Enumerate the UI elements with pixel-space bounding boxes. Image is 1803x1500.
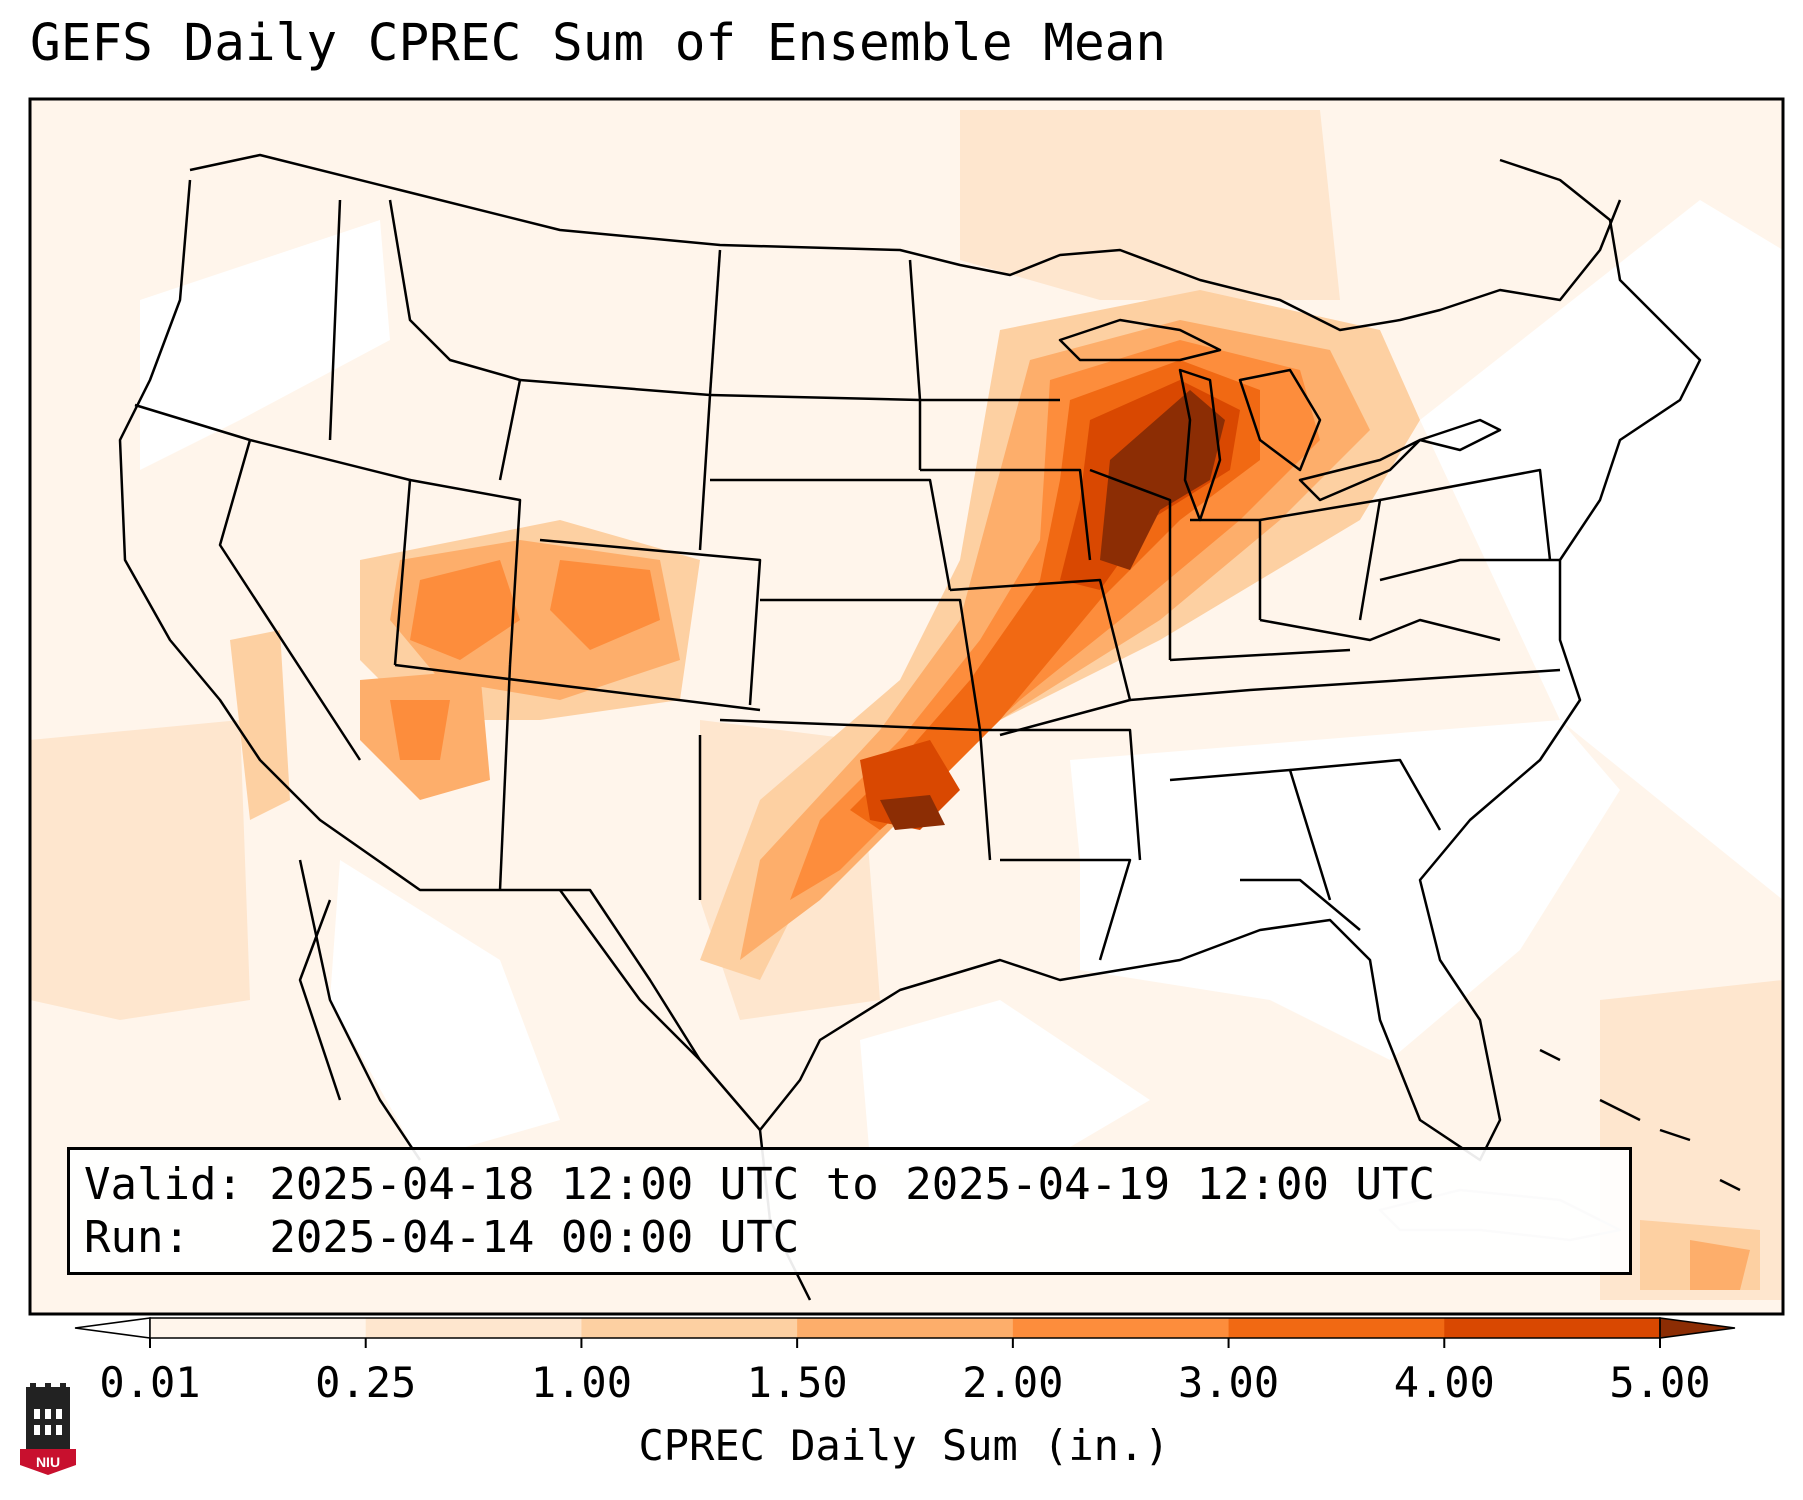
colorbar-label: CPREC Daily Sum (in.) (638, 1421, 1170, 1470)
map-content (30, 99, 1783, 1314)
colorbar-segment (1228, 1318, 1445, 1338)
colorbar-segment (581, 1318, 798, 1338)
colorbar-tick-label: 0.25 (315, 1358, 417, 1407)
colorbar (74, 1317, 1736, 1348)
colorbar-tick-label: 2.00 (962, 1358, 1064, 1407)
colorbar-segment (797, 1318, 1014, 1338)
colorbar-tick-label: 5.00 (1609, 1358, 1711, 1407)
valid-time-text: Valid: 2025-04-18 12:00 UTC to 2025-04-1… (84, 1159, 1436, 1210)
colorbar-segment (150, 1318, 367, 1338)
niu-logo: NIU (20, 1383, 76, 1475)
colorbar-extend-max (1659, 1317, 1736, 1339)
logo-building-icon (26, 1387, 70, 1453)
colorbar-extend-min (74, 1317, 151, 1339)
info-box: Valid: 2025-04-18 12:00 UTC to 2025-04-1… (67, 1147, 1632, 1275)
map-frame (28, 97, 1785, 1316)
run-time-text: Run: 2025-04-14 00:00 UTC (84, 1212, 800, 1263)
colorbar-tick-label: 1.00 (530, 1358, 632, 1407)
colorbar-segment (1012, 1318, 1230, 1338)
colorbar-tick-label: 1.50 (746, 1358, 848, 1407)
logo-shield-icon (20, 1449, 76, 1475)
colorbar-tick-label: 0.01 (99, 1358, 201, 1407)
map-title: GEFS Daily CPREC Sum of Ensemble Mean (30, 14, 1167, 73)
colorbar-segment (1444, 1318, 1661, 1338)
colorbar-tick-label: 3.00 (1177, 1358, 1280, 1407)
colorbar-segment (365, 1318, 582, 1338)
logo-text: NIU (36, 1454, 60, 1470)
colorbar-tick-label: 4.00 (1393, 1358, 1495, 1407)
